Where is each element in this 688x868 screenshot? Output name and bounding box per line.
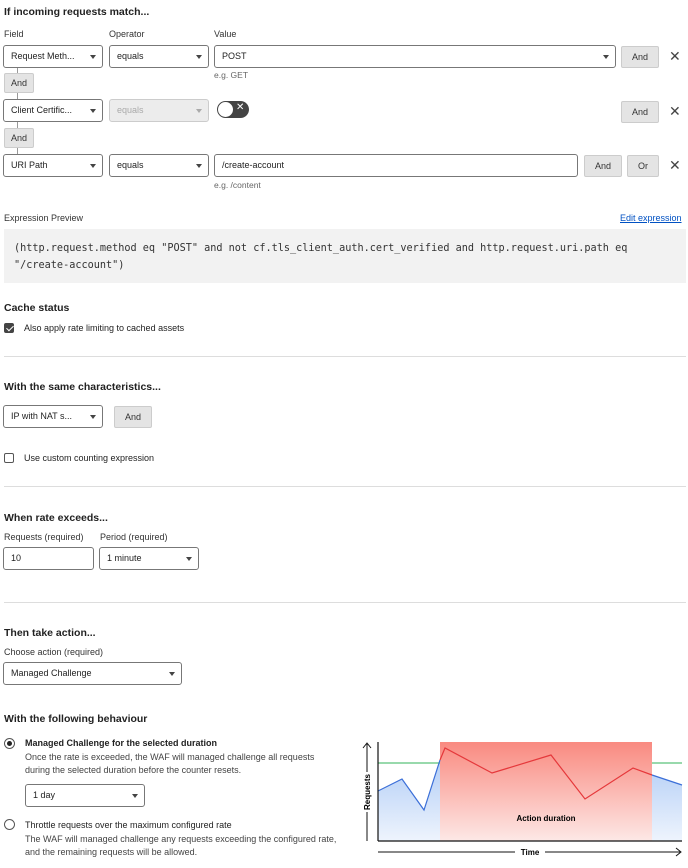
- expression-label: Expression Preview: [4, 213, 84, 223]
- value-col-label: Value: [214, 29, 237, 39]
- or-button[interactable]: Or: [627, 155, 659, 177]
- edit-expression-link[interactable]: Edit expression: [620, 213, 682, 223]
- value-text: POST: [222, 51, 247, 61]
- and-button[interactable]: And: [584, 155, 622, 177]
- action-title: Then take action...: [4, 627, 96, 639]
- x-axis-label: Time: [521, 848, 540, 857]
- option2-title: Throttle requests over the maximum confi…: [25, 820, 232, 830]
- duration-select[interactable]: 1 day: [25, 784, 145, 807]
- and-button[interactable]: And: [621, 101, 659, 123]
- duration-value: 1 day: [33, 790, 56, 800]
- action-duration-band: [440, 742, 652, 841]
- field-value: Request Meth...: [11, 51, 75, 61]
- cache-checkbox[interactable]: [4, 323, 14, 333]
- y-axis-label: Requests: [363, 773, 372, 810]
- divider: [4, 602, 686, 603]
- period-select[interactable]: 1 minute: [99, 547, 199, 570]
- chevron-down-icon: [186, 557, 192, 561]
- uri-path-input[interactable]: /create-account: [214, 154, 578, 177]
- y-arrow-head: [362, 742, 372, 749]
- rate-title: When rate exceeds...: [4, 512, 108, 524]
- request-line-during: [439, 747, 653, 800]
- request-line-before: [377, 759, 441, 812]
- action-value: Managed Challenge: [11, 668, 92, 678]
- x-arrow-head: [675, 847, 682, 857]
- period-value: 1 minute: [107, 553, 142, 563]
- and-button[interactable]: And: [114, 406, 152, 428]
- divider: [4, 486, 686, 487]
- band-label: Action duration: [516, 814, 575, 823]
- custom-expression-label: Use custom counting expression: [24, 453, 155, 463]
- field-col-label: Field: [4, 29, 24, 39]
- expression-preview: (http.request.method eq "POST" and not c…: [4, 229, 686, 283]
- requests-input[interactable]: 10: [3, 547, 94, 570]
- and-connector[interactable]: And: [4, 73, 34, 93]
- period-label: Period (required): [100, 532, 168, 542]
- option2-desc: The WAF will managed challenge any reque…: [25, 834, 337, 857]
- close-icon[interactable]: ✕: [669, 48, 681, 64]
- cache-title: Cache status: [4, 302, 70, 314]
- chevron-down-icon: [90, 164, 96, 168]
- duration-radio[interactable]: [4, 738, 15, 749]
- chevron-down-icon: [196, 109, 202, 113]
- field-value: URI Path: [11, 160, 48, 170]
- chevron-down-icon: [90, 55, 96, 59]
- characteristics-title: With the same characteristics...: [4, 381, 161, 393]
- x-icon: ✕: [236, 102, 245, 113]
- field-select-2[interactable]: Client Certific...: [3, 99, 103, 122]
- behaviour-title: With the following behaviour: [4, 713, 148, 725]
- divider: [4, 356, 686, 357]
- toggle-switch[interactable]: ✕: [217, 101, 249, 118]
- option1-title: Managed Challenge for the selected durat…: [25, 738, 218, 748]
- operator-value: equals: [117, 51, 144, 61]
- close-icon[interactable]: ✕: [669, 157, 681, 173]
- cache-checkbox-label: Also apply rate limiting to cached asset…: [24, 323, 185, 333]
- action-label: Choose action (required): [4, 647, 104, 657]
- chevron-down-icon: [196, 164, 202, 168]
- and-button[interactable]: And: [621, 46, 659, 68]
- field-select-1[interactable]: Request Meth...: [3, 45, 103, 68]
- rate-limit-illustration: Time Requests Action duration: [361, 742, 683, 858]
- operator-value: equals: [117, 105, 144, 115]
- close-icon[interactable]: ✕: [669, 103, 681, 119]
- throttle-radio[interactable]: [4, 819, 15, 830]
- chevron-down-icon: [603, 55, 609, 59]
- operator-col-label: Operator: [109, 29, 145, 39]
- toggle-knob: [218, 102, 233, 117]
- action-select[interactable]: Managed Challenge: [3, 662, 182, 685]
- characteristic-value: IP with NAT s...: [11, 411, 73, 421]
- field-select-3[interactable]: URI Path: [3, 154, 103, 177]
- option1-desc: Once the rate is exceeded, the WAF will …: [25, 752, 315, 775]
- and-connector[interactable]: And: [4, 128, 34, 148]
- value-select-1[interactable]: POST: [214, 45, 616, 68]
- operator-select-2: equals: [109, 99, 209, 122]
- chevron-down-icon: [196, 55, 202, 59]
- chevron-down-icon: [169, 672, 175, 676]
- value-hint: e.g. /content: [214, 180, 261, 190]
- requests-label: Requests (required): [4, 532, 84, 542]
- characteristic-select[interactable]: IP with NAT s...: [3, 405, 103, 428]
- match-title: If incoming requests match...: [4, 6, 150, 18]
- operator-value: equals: [117, 160, 144, 170]
- chevron-down-icon: [132, 794, 138, 798]
- custom-expression-checkbox[interactable]: [4, 453, 14, 463]
- operator-select-1[interactable]: equals: [109, 45, 209, 68]
- field-value: Client Certific...: [11, 105, 73, 115]
- chevron-down-icon: [90, 415, 96, 419]
- value-hint: e.g. GET: [214, 70, 249, 80]
- request-line-after: [651, 774, 683, 786]
- chevron-down-icon: [90, 109, 96, 113]
- operator-select-3[interactable]: equals: [109, 154, 209, 177]
